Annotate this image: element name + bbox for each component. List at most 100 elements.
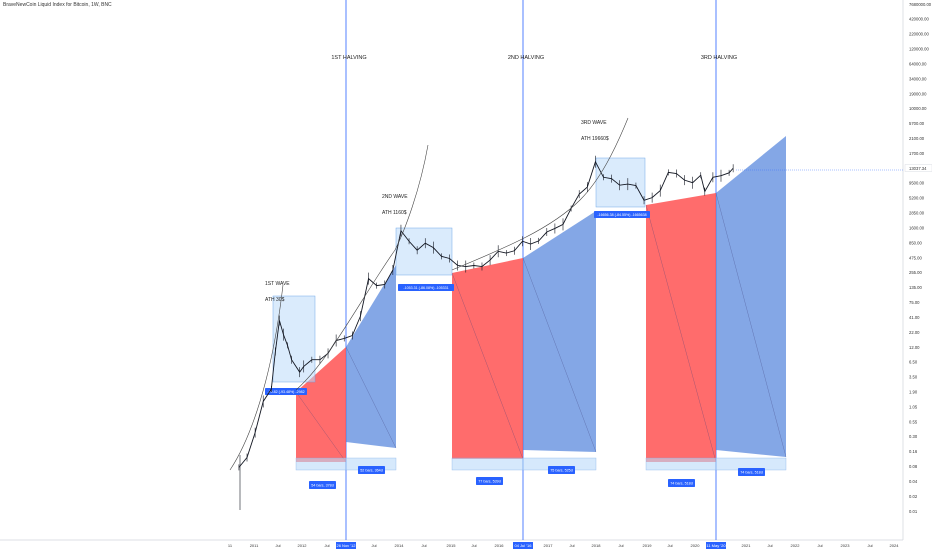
price-tick-label: 12.00 [909,345,920,350]
range-strip [295,457,347,471]
time-tick-label: Jul [817,543,822,548]
time-tick-label: Jul [324,543,329,548]
drawdown-label: -29.82 (-93.48%) -2982 [267,390,304,394]
time-tick-label: 11 May '20 [706,543,726,548]
price-tick-label: 1.90 [909,390,918,395]
price-tick-label: 3.50 [909,375,918,380]
time-tick-label: Jul [667,543,672,548]
price-tick-label: 0.55 [909,419,918,424]
price-tick-label: 475.00 [909,255,922,260]
price-tick-label: 64000.00 [909,61,927,66]
price-tick-label: 9500.00 [909,181,925,186]
bars-label: 74 bars, 518d [740,470,763,474]
halving-label: 2ND HALVING [508,55,544,61]
bars-label: 77 bars, 539d [478,479,501,483]
time-tick-label: 2019 [643,543,653,548]
cycle-shade-red [452,258,523,459]
halving-label: 1ST HALVING [331,55,366,61]
wave-label: 2ND WAVE [382,194,408,200]
bars-label-box [738,468,765,476]
time-tick-label: 2024 [890,543,900,548]
wave-curve [295,144,429,391]
time-tick-label: 2016 [495,543,505,548]
chart-title: BraveNewCoin Liquid Index for Bitcoin, 1… [3,2,112,8]
halving-date-badge [706,542,726,549]
bars-label-box [476,477,503,485]
price-tick-label: 34000.00 [909,76,927,81]
price-tick-label: 1600.00 [909,225,925,230]
cycle-diagonal [715,192,787,458]
time-tick-label: 04 Jul '16 [515,543,533,548]
price-tick-label: 0.02 [909,494,918,499]
time-tick-label: 2015 [447,543,457,548]
time-tick-label: 2018 [592,543,602,548]
drawdown-box [272,295,316,383]
price-tick-label: 19000.00 [909,91,927,96]
drawdown-label: -16656.38 (-84.55%) -1665638 [597,213,646,217]
price-tick-label: 2850.00 [909,211,925,216]
cycle-diagonal [451,272,524,460]
price-tick-label: 6.50 [909,360,918,365]
cycle-diagonal [645,204,717,463]
wave-ath-label: ATH 1160$ [382,210,407,216]
time-tick-label: 11 [228,543,233,548]
time-tick-label: 2023 [841,543,851,548]
price-tick-label: 0.04 [909,479,918,484]
bars-label: 54 bars, 378d [311,483,334,487]
price-series-line [238,160,734,468]
drawdown-label-box [594,211,650,218]
price-tick-label: 135.00 [909,285,922,290]
bars-label: 75 bars, 525d [550,468,573,472]
price-tick-label: 220000.00 [909,32,929,37]
time-tick-label: 2021 [742,543,752,548]
time-tick-label: 26 Nov '12 [337,543,357,548]
price-tick-label: 420000.00 [909,17,929,22]
price-tick-label: 7680000.00 [909,2,932,7]
cycle-shade-red [296,347,346,462]
time-tick-label: Jul [618,543,623,548]
last-price-badge [904,164,932,172]
time-tick-label: Jul [275,543,280,548]
bars-label: 52 bars, 364d [360,468,383,472]
wave-label: 3RD WAVE [581,120,607,126]
cycle-diagonal [522,257,597,453]
price-tick-label: 0.16 [909,449,918,454]
range-strip [645,457,717,471]
time-tick-label: Jul [569,543,574,548]
bars-label-box [309,481,336,489]
bars-label-box [358,466,385,474]
halving-date-badge [336,542,356,549]
price-tick-label: 0.30 [909,434,918,439]
wave-ath-label: ATH 30$ [265,297,285,303]
cycle-shade-blue [716,136,786,457]
time-tick-label: 2017 [544,543,554,548]
halving-date-badge [513,542,533,549]
time-tick-label: 2022 [791,543,801,548]
price-tick-label: 75.00 [909,300,920,305]
time-tick-label: Jul [471,543,476,548]
cycle-shade-red [646,193,716,462]
cycle-diagonal [295,391,347,463]
price-tick-label: 10000.00 [909,106,927,111]
time-tick-label: 2020 [691,543,701,548]
time-tick-label: Jul [371,543,376,548]
time-tick-label: Jul [867,543,872,548]
price-tick-label: 5700.00 [909,121,925,126]
price-tick-label: 22.00 [909,330,920,335]
drawdown-label-box [398,284,454,291]
price-tick-label: 1700.00 [909,151,925,156]
price-tick-label: 1.05 [909,404,918,409]
cycle-diagonal [345,346,397,449]
cycle-shade-blue [523,211,596,452]
cycle-shade-blue [346,265,396,448]
price-tick-label: 13037.34 [909,166,927,171]
bars-label-box [548,466,575,474]
price-tick-label: 2100.00 [909,136,925,141]
wave-curve [451,117,629,271]
time-tick-label: 2012 [298,543,308,548]
price-tick-label: 41.00 [909,315,920,320]
bars-label-box [668,479,695,487]
time-tick-label: 2011 [250,543,259,548]
price-tick-label: 0.08 [909,464,918,469]
